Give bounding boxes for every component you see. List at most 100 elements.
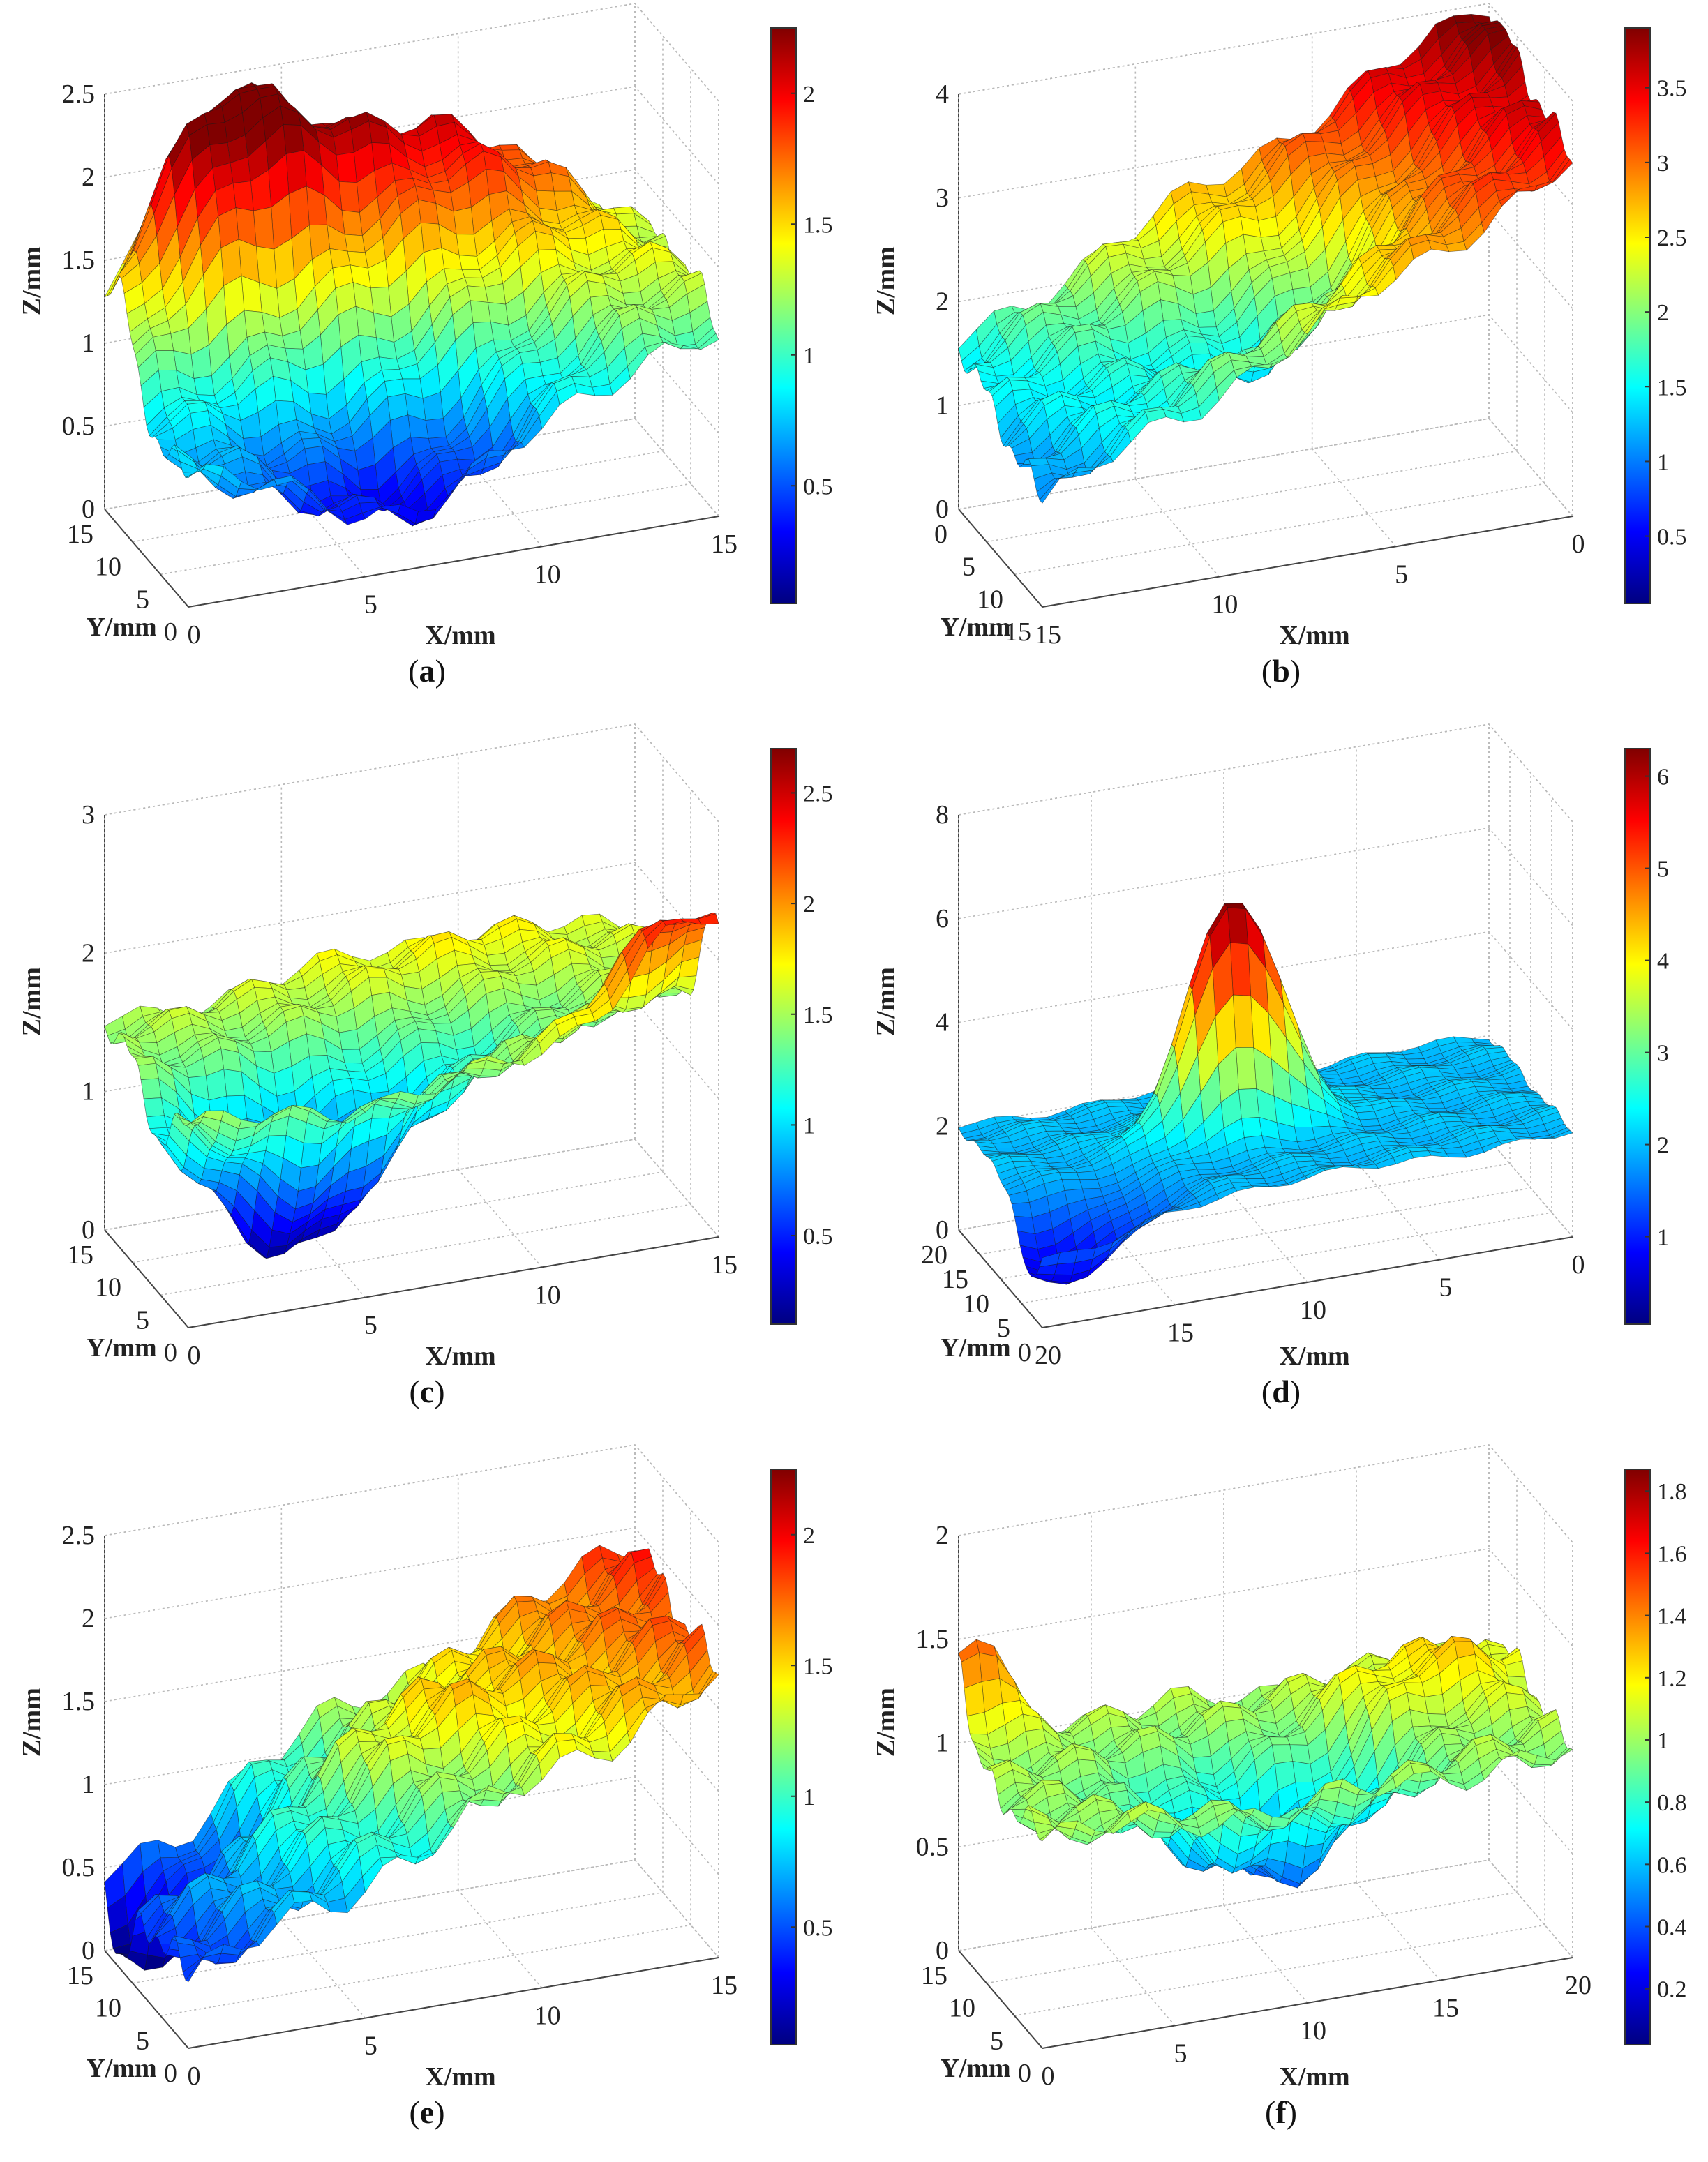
surface-patch <box>204 107 225 125</box>
panel-c: 0 1 2 3 0 5 10 15 0 5 10 15 X/mm Y/mm Z/mm 0.5 1 1.5 2 2.5 … <box>0 721 854 1441</box>
colorbar-tick-label: 2.5 <box>803 781 833 806</box>
surface-patch <box>1238 1088 1260 1119</box>
panel-b: 0 1 2 3 4 15 10 5 0 15 10 5 0 X/mm Y/mm Z/mm 0.5 1 1.5 2 2.5… <box>854 0 1708 721</box>
colorbar-e: 0.511.52 <box>770 1469 833 2045</box>
surface-patch <box>255 246 278 289</box>
surface-patch <box>146 1115 167 1129</box>
y-tick-label: 15 <box>942 1265 968 1294</box>
surface-plot-e: 00.511.522.5051015051015X/mmY/mmZ/mm0.51… <box>17 1444 833 2092</box>
surface-patch <box>1009 1155 1031 1162</box>
surface-patch <box>1011 1202 1033 1218</box>
colorbar-tick-label: 2.5 <box>1657 225 1687 251</box>
y-tick-label: 0 <box>164 617 177 647</box>
surface-patch <box>344 1062 366 1073</box>
colorbar-tick-label: 1.5 <box>803 1653 833 1679</box>
surface-patch <box>1410 1150 1432 1159</box>
caption-e: (e) <box>409 2094 445 2130</box>
surface-patch <box>155 350 177 371</box>
surface-patch <box>536 190 557 211</box>
z-axis-title: Z/mm <box>17 246 47 315</box>
x-tick-label: 0 <box>1572 530 1585 559</box>
surface-patch <box>185 463 207 479</box>
panel-d: 0 2 4 6 8 20 15 10 5 0 0 5 10 15 20 X/mm Y/mm Z/mm 1 2 3 4 5 6 … <box>854 721 1708 1441</box>
surface-patch <box>1061 1179 1083 1191</box>
z-tick-label: 0 <box>936 495 949 524</box>
surface-plot-b: 01234151050151050X/mmY/mmZ/mm0.511.522.5… <box>871 3 1687 650</box>
surface-patch <box>484 283 507 305</box>
x-tick-label: 5 <box>1439 1273 1453 1303</box>
surface-patch <box>622 291 644 306</box>
surface-patch <box>338 1029 360 1050</box>
colorbar-tick-label: 0.5 <box>803 1224 833 1249</box>
colorbar-tick-label: 5 <box>1657 857 1669 883</box>
x-tick-label: 15 <box>711 1971 737 2000</box>
surface-patch <box>251 979 273 989</box>
surface-patch <box>1292 1761 1314 1783</box>
surface-patch <box>456 234 477 257</box>
surface-patch <box>1302 133 1324 142</box>
y-tick-label: 0 <box>164 1338 177 1367</box>
z-tick-label: 0 <box>82 1215 95 1245</box>
colorbar-tick-label: 0.5 <box>1657 525 1687 550</box>
z-tick-label: 3 <box>82 800 95 829</box>
x-tick-label: 10 <box>1300 1296 1326 1325</box>
z-tick-label: 0.5 <box>62 1853 96 1882</box>
surface-patch <box>1271 1744 1294 1764</box>
colorbar-c: 0.511.522.5 <box>770 748 833 1325</box>
surface-patch <box>1356 1111 1378 1120</box>
x-tick-label: 15 <box>1035 620 1061 650</box>
surface-patch <box>338 181 360 213</box>
surface-patch <box>556 1739 578 1758</box>
y-tick-label: 5 <box>136 585 149 614</box>
surface-patch <box>1386 1098 1408 1102</box>
colorbar-gradient <box>770 1469 797 2045</box>
surface-patch <box>414 509 437 524</box>
y-axis-title: Y/mm <box>86 1333 156 1362</box>
surface-patch <box>1193 1162 1215 1170</box>
surface-patch <box>305 363 327 395</box>
z-tick-label: 2.5 <box>62 1521 96 1550</box>
surface-patch <box>1446 1153 1467 1158</box>
y-axis-title: Y/mm <box>940 1333 1010 1362</box>
colorbar-a: 0.511.52 <box>770 27 833 604</box>
surface-patch <box>341 1049 363 1064</box>
surface-patch <box>1241 1117 1263 1138</box>
y-tick-label: 10 <box>95 553 121 582</box>
surface-patch <box>1054 1262 1076 1275</box>
surface-patch <box>1229 942 1252 996</box>
surface-patch <box>1469 92 1490 98</box>
surface-patch <box>1192 1755 1214 1776</box>
surface-patch <box>533 172 555 192</box>
z-tick-label: 2 <box>82 938 95 968</box>
y-axis-title: Y/mm <box>940 613 1010 642</box>
x-tick-label: 0 <box>188 620 201 650</box>
surface-patch <box>1441 1116 1462 1123</box>
caption-b: (b) <box>1261 653 1301 689</box>
z-tick-label: 1.5 <box>62 246 96 275</box>
x-tick-label: 5 <box>1395 560 1408 589</box>
surface-patch <box>329 248 351 269</box>
caption-a: (a) <box>408 653 446 689</box>
colorbar-tick-label: 3.5 <box>1657 76 1687 102</box>
surface-e <box>104 1545 719 1983</box>
x-tick-label: 10 <box>1211 590 1238 620</box>
surface-patch <box>1235 1046 1257 1090</box>
surface-patch <box>1359 1118 1381 1127</box>
surface-patch <box>1076 1171 1098 1180</box>
x-tick-label: 0 <box>188 2062 201 2091</box>
z-tick-label: 2 <box>82 1604 95 1633</box>
surface-patch <box>417 199 440 225</box>
z-tick-label: 4 <box>936 1008 949 1037</box>
colorbar-tick-label: 1.5 <box>803 1003 833 1028</box>
z-tick-label: 2 <box>936 1111 949 1141</box>
surface-patch <box>185 1953 207 1983</box>
y-axis-title: Y/mm <box>86 2054 156 2083</box>
x-axis-title: X/mm <box>425 621 495 650</box>
surface-patch <box>370 287 392 317</box>
z-tick-label: 0 <box>82 495 95 524</box>
surface-patch <box>378 356 400 370</box>
surface-c <box>104 912 719 1259</box>
x-tick-label: 15 <box>1167 1319 1194 1348</box>
x-axis-title: X/mm <box>425 1342 495 1371</box>
colorbar-tick-label: 6 <box>1657 765 1669 790</box>
